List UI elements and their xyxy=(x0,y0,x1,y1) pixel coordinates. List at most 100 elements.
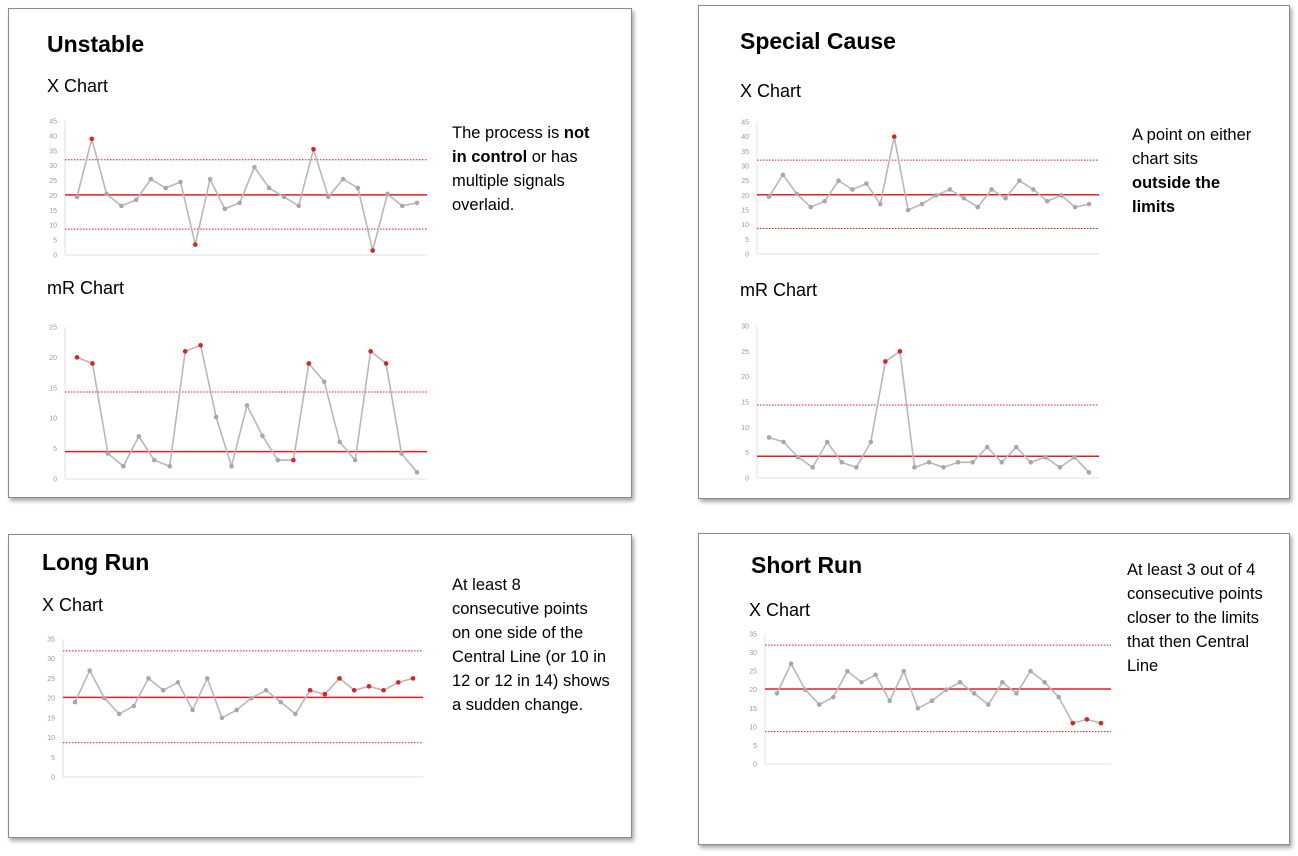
data-point xyxy=(133,197,139,203)
data-point xyxy=(1086,201,1092,207)
signal-point xyxy=(306,361,312,366)
x-chart: 0 5 10 15 20 25 30 35 xyxy=(47,637,423,782)
y-tick-label: 35 xyxy=(47,637,55,644)
panel-description: A point on either chart sits outside the… xyxy=(1132,123,1252,219)
y-tick-label: 10 xyxy=(741,222,749,229)
data-point xyxy=(989,187,994,192)
data-point xyxy=(340,176,346,182)
data-point xyxy=(836,178,841,183)
data-point xyxy=(87,668,92,673)
y-tick-label: 5 xyxy=(53,446,57,453)
data-point xyxy=(116,711,122,717)
y-tick-label: 20 xyxy=(741,374,749,381)
panel-unstable: Unstable X Chart 0 5 10 15 20 25 30 35 40 45 mR C… xyxy=(8,8,632,498)
signal-point xyxy=(351,687,357,693)
signal-point xyxy=(1098,720,1104,726)
y-tick-label: 20 xyxy=(49,193,57,200)
panel-long-run: Long Run X Chart 0 5 10 15 20 25 30 35 At least… xyxy=(8,534,632,838)
data-point xyxy=(204,676,210,681)
y-tick-label: 15 xyxy=(49,385,57,392)
y-tick-label: 0 xyxy=(753,762,757,769)
data-point xyxy=(74,194,80,200)
data-point xyxy=(919,201,925,207)
data-point xyxy=(399,451,404,456)
data-point xyxy=(293,711,298,717)
description-text: At least 3 out of 4 consecutive points c… xyxy=(1127,561,1263,675)
y-tick-label: 10 xyxy=(47,735,55,742)
data-point xyxy=(1086,470,1092,475)
panel-title: Short Run xyxy=(751,552,863,578)
signal-point xyxy=(198,342,203,348)
data-point xyxy=(252,164,257,170)
y-tick-label: 15 xyxy=(741,400,749,407)
data-point xyxy=(873,672,878,678)
data-point xyxy=(148,176,154,182)
data-point xyxy=(326,194,331,200)
data-point xyxy=(794,191,800,197)
y-tick-label: 25 xyxy=(47,676,55,683)
data-point xyxy=(774,691,780,696)
data-point xyxy=(986,702,991,707)
data-point xyxy=(941,465,946,470)
x-chart: 0 5 10 15 20 25 30 35 xyxy=(749,632,1111,769)
data-point xyxy=(971,691,977,696)
signal-point xyxy=(182,349,188,354)
data-point xyxy=(868,439,874,445)
data-point xyxy=(337,439,343,445)
signal-point xyxy=(322,691,328,697)
data-point xyxy=(1056,694,1062,700)
data-point xyxy=(260,433,265,439)
data-point xyxy=(943,687,949,693)
series-line xyxy=(776,661,1102,725)
data-point xyxy=(352,457,358,463)
x-chart: 0 5 10 15 20 25 30 35 40 45 xyxy=(49,119,427,260)
data-point xyxy=(229,463,234,469)
y-tick-label: 15 xyxy=(49,208,57,215)
panel-description: At least 3 out of 4 consecutive points c… xyxy=(1127,558,1269,678)
x-chart-label: X Chart xyxy=(47,76,109,96)
signal-point xyxy=(74,355,80,360)
data-point xyxy=(385,191,390,197)
signal-point xyxy=(891,134,897,139)
data-point xyxy=(105,451,111,456)
y-tick-label: 10 xyxy=(749,724,757,731)
y-tick-label: 20 xyxy=(49,355,57,362)
data-point xyxy=(831,694,836,700)
data-point xyxy=(1031,187,1036,192)
data-point xyxy=(237,200,242,206)
data-point xyxy=(234,707,239,713)
signal-point xyxy=(1070,720,1076,726)
y-tick-label: 25 xyxy=(749,669,757,676)
data-point xyxy=(399,203,405,209)
panel-title: Long Run xyxy=(42,549,150,575)
data-point xyxy=(244,403,250,408)
y-tick-label: 35 xyxy=(741,149,749,156)
y-tick-label: 15 xyxy=(741,208,749,215)
data-point xyxy=(780,172,786,178)
y-tick-label: 25 xyxy=(49,325,57,332)
y-tick-label: 5 xyxy=(745,450,749,457)
data-point xyxy=(802,687,808,693)
signal-point xyxy=(337,676,342,681)
data-point xyxy=(1072,454,1077,460)
data-point xyxy=(901,668,907,674)
data-point xyxy=(1003,195,1008,201)
data-point xyxy=(222,206,228,212)
data-point xyxy=(975,204,980,210)
data-point xyxy=(850,187,855,192)
signal-point xyxy=(897,349,903,354)
y-tick-label: 5 xyxy=(745,237,749,244)
data-point xyxy=(864,181,869,186)
x-chart-label: X Chart xyxy=(42,595,104,615)
data-point xyxy=(999,459,1005,465)
y-tick-label: 5 xyxy=(753,743,757,750)
data-point xyxy=(970,459,975,465)
data-point xyxy=(278,699,284,705)
y-tick-label: 35 xyxy=(749,632,757,639)
series-line xyxy=(768,349,1090,473)
data-point xyxy=(355,185,361,191)
data-point xyxy=(1043,454,1048,460)
y-tick-label: 0 xyxy=(53,477,57,484)
description-text: At least 8 consecutive points on one sid… xyxy=(452,576,610,714)
emphasis-text: outside the limits xyxy=(1132,174,1221,216)
